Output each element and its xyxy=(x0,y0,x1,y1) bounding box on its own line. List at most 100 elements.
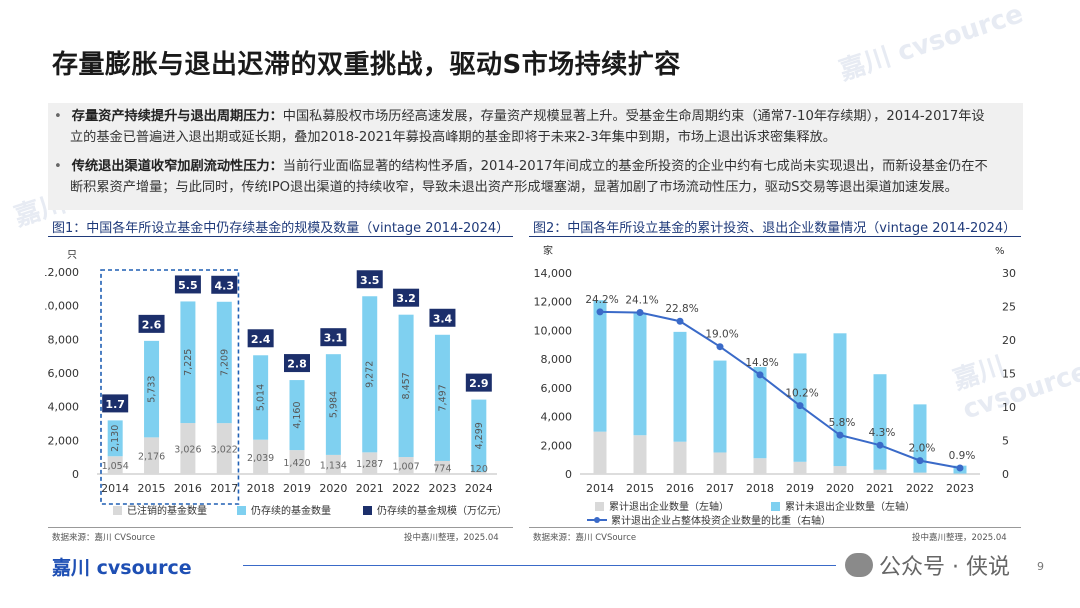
ratio-point xyxy=(756,371,764,379)
footer-rule xyxy=(243,565,836,566)
ratio-label: 14.8% xyxy=(745,357,778,369)
bar-not-exited xyxy=(873,374,887,470)
brand-logo: 嘉川 cvsource xyxy=(52,557,192,579)
scale-badge xyxy=(211,275,238,294)
data-label-cancelled: 1,054 xyxy=(102,461,129,472)
bar-surviving xyxy=(253,355,269,440)
y-tick-label-left: 2,000 xyxy=(541,439,573,452)
bar-cancelled xyxy=(434,460,450,474)
bar-surviving xyxy=(398,314,414,458)
y-tick-label: 4,000 xyxy=(48,401,80,414)
ratio-point xyxy=(916,457,924,465)
wechat-account: 公众号 · 侠说 xyxy=(845,549,1010,581)
bullet-text: 中国私募股权市场历经高速发展，存量资产规模显著上升。受基金生命周期约束（通常7-… xyxy=(282,109,985,124)
scale-badge xyxy=(320,328,347,347)
bar-not-exited xyxy=(713,360,727,453)
y-tick-label-right: 20 xyxy=(1002,334,1016,347)
x-tick-label: 2022 xyxy=(392,482,420,495)
highlight-box xyxy=(100,269,240,505)
ratio-label: 5.8% xyxy=(829,417,856,429)
x-tick-label: 2020 xyxy=(319,482,347,495)
scale-badge xyxy=(356,270,383,289)
ratio-point xyxy=(796,402,804,410)
legend-swatch-exited xyxy=(595,502,604,511)
data-label-cancelled: 3,026 xyxy=(174,445,201,456)
bar-exited xyxy=(593,431,607,474)
legend-label: 累计退出企业占整体投资企业数量的比重（右轴） xyxy=(611,514,831,527)
source-rule xyxy=(48,527,513,528)
y-tick-label-right: 15 xyxy=(1002,368,1016,381)
bar-cancelled xyxy=(180,423,196,474)
y-tick-label-left: 8,000 xyxy=(541,353,573,366)
watermark: 嘉川 cvsource xyxy=(835,0,1027,87)
data-label-surviving: 4,299 xyxy=(474,422,485,449)
scale-badge xyxy=(247,329,274,348)
data-label-cancelled: 774 xyxy=(433,463,451,474)
y-axis-label: 只 xyxy=(67,250,77,261)
bullet-heading: 传统退出渠道收窄加剧流动性压力： xyxy=(71,159,283,174)
source-rule xyxy=(529,527,1021,528)
x-tick-label: 2016 xyxy=(666,482,694,495)
bar-surviving xyxy=(144,340,160,438)
bullet-text: 当前行业面临显著的结构性矛盾，2014-2017年间成立的基金所投资的企业中约有… xyxy=(282,159,988,174)
scale-badge xyxy=(465,373,492,392)
bar-surviving xyxy=(471,399,487,472)
scale-badge xyxy=(102,394,129,413)
scale-badge xyxy=(393,288,420,307)
ratio-label: 24.2% xyxy=(585,294,618,306)
scale-badge-label: 4.3 xyxy=(215,279,235,292)
bar-exited xyxy=(633,435,647,474)
data-label-cancelled: 3,022 xyxy=(211,445,238,456)
ratio-label: 10.2% xyxy=(785,388,818,400)
source-right: 投中嘉川整理，2025.04 xyxy=(404,533,499,543)
scale-badge xyxy=(429,308,456,327)
y-tick-label: 6,000 xyxy=(48,367,80,380)
data-label-surviving: 4,160 xyxy=(292,401,303,428)
data-label-surviving: 5,733 xyxy=(147,376,158,403)
scale-badge-label: 3.5 xyxy=(360,274,380,287)
bar-cancelled xyxy=(471,471,487,474)
chart-2: 家 % 0 2,000 4,000 6,000 8,000 10,000 12,000 14,00… xyxy=(534,244,1017,527)
y-tick-label-left: 14,000 xyxy=(534,267,573,280)
source-left: 数据来源：嘉川 CVSource xyxy=(533,533,637,543)
scale-badge-label: 3.1 xyxy=(324,332,344,345)
x-tick-label: 2019 xyxy=(786,482,814,495)
bar-exited xyxy=(673,441,687,474)
x-tick-label: 2020 xyxy=(826,482,854,495)
data-label-cancelled: 2,039 xyxy=(247,453,274,464)
bullet-item: • 传统退出渠道收窄加剧流动性压力：当前行业面临显著的结构性矛盾，2014-201… xyxy=(54,156,988,198)
ratio-label: 19.0% xyxy=(705,329,738,341)
data-label-surviving: 9,272 xyxy=(365,361,376,388)
y-tick-label-left: 10,000 xyxy=(534,324,573,337)
y-tick-label-left: 6,000 xyxy=(541,382,573,395)
x-tick-label: 2021 xyxy=(866,482,894,495)
y-tick-label: 8,000 xyxy=(48,333,80,346)
legend-swatch-scale xyxy=(363,506,372,515)
data-label-surviving: 8,457 xyxy=(401,372,412,399)
ratio-point xyxy=(676,317,684,325)
ratio-point xyxy=(956,464,964,472)
data-label-cancelled: 2,176 xyxy=(138,452,165,463)
bar-cancelled xyxy=(325,454,341,474)
data-label-cancelled: 1,007 xyxy=(392,462,419,473)
data-label-surviving: 7,225 xyxy=(183,349,194,376)
bullet-box: • 存量资产持续提升与退出周期压力：中国私募股权市场历经高速发展，存量资产规模显著… xyxy=(48,103,1023,210)
x-tick-label: 2024 xyxy=(465,482,493,495)
scale-badge-label: 2.4 xyxy=(251,333,271,346)
bullet-heading: 存量资产持续提升与退出周期压力： xyxy=(71,109,283,124)
figure-2-rule xyxy=(529,236,1021,237)
bar-surviving xyxy=(180,301,196,424)
bar-cancelled xyxy=(216,423,232,474)
y-tick-label: 2,000 xyxy=(48,434,80,447)
data-label-surviving: 2,130 xyxy=(110,425,121,452)
page-title: 存量膨胀与退出迟滞的双重挑战，驱动S市场持续扩容 xyxy=(52,50,681,80)
data-label-surviving: 7,497 xyxy=(437,384,448,411)
scale-badge-label: 2.6 xyxy=(142,318,162,331)
bar-cancelled xyxy=(144,437,160,474)
legend-label: 仍存续的基金数量 xyxy=(251,504,331,517)
scale-badge-label: 5.5 xyxy=(178,279,198,292)
bar-exited xyxy=(913,472,927,474)
ratio-label: 0.9% xyxy=(949,450,976,462)
legend-label: 仍存续的基金规模（万亿元） xyxy=(377,504,507,517)
y-tick-label-right: 5 xyxy=(1002,435,1009,448)
